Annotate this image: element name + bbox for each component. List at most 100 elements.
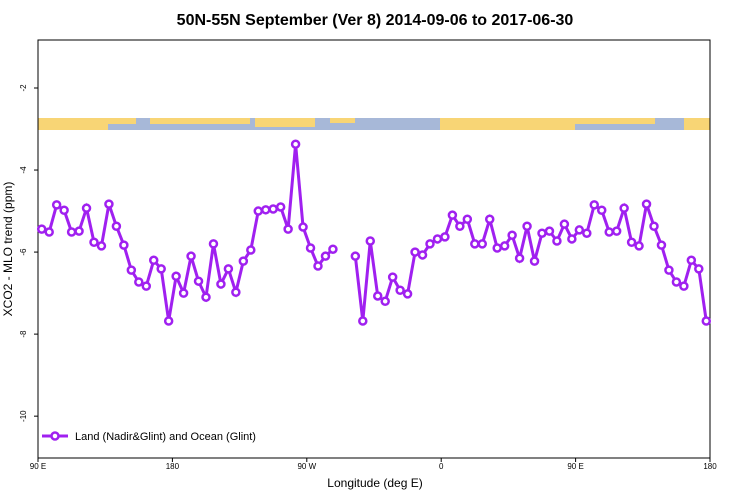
point	[36, 224, 47, 234]
point	[275, 202, 286, 212]
point	[537, 228, 547, 238]
point	[208, 239, 219, 249]
point	[253, 206, 264, 216]
point	[567, 234, 577, 244]
y-tick-label: -2	[19, 84, 28, 92]
point	[290, 139, 301, 149]
point	[529, 256, 540, 266]
point	[395, 285, 405, 295]
point	[507, 230, 517, 241]
point	[410, 247, 420, 257]
point	[163, 316, 174, 326]
point	[499, 241, 510, 251]
point	[417, 250, 428, 260]
point	[611, 226, 622, 236]
point	[582, 228, 592, 238]
x-tick-label: 180	[166, 462, 180, 471]
point	[223, 264, 234, 274]
point	[74, 226, 84, 236]
x-tick-label: 90 W	[297, 462, 316, 471]
point	[246, 245, 256, 255]
legend-marker	[50, 431, 60, 441]
point	[313, 261, 323, 271]
point	[134, 277, 144, 287]
y-tick-label: -6	[19, 248, 28, 256]
land-ocean-strip	[38, 118, 710, 130]
point	[141, 281, 152, 291]
point	[216, 279, 226, 289]
point	[268, 204, 278, 214]
point	[679, 281, 689, 291]
point	[44, 227, 54, 237]
point	[619, 203, 629, 213]
plot-frame	[37, 39, 711, 459]
point	[387, 272, 398, 282]
point	[477, 239, 488, 249]
point	[634, 241, 644, 251]
point	[104, 199, 114, 209]
point	[193, 276, 204, 286]
point	[96, 241, 107, 251]
point	[641, 199, 652, 209]
point	[66, 227, 77, 237]
legend: Land (Nadir&Glint) and Ocean (Glint)	[42, 431, 256, 443]
point	[462, 214, 473, 225]
point	[626, 237, 637, 247]
point	[402, 289, 413, 299]
y-axis-label: XCO2 - MLO trend (ppm)	[1, 182, 15, 317]
point	[171, 271, 181, 282]
x-tick-label: 0	[439, 462, 444, 471]
point	[649, 221, 659, 231]
point	[522, 221, 532, 231]
point	[201, 292, 211, 302]
point	[596, 205, 607, 215]
point	[470, 239, 480, 249]
point	[260, 205, 271, 215]
point	[589, 200, 600, 210]
point	[380, 296, 390, 307]
point	[148, 255, 159, 266]
point	[432, 234, 443, 244]
x-tick-label: 90 E	[567, 462, 583, 471]
point	[559, 219, 570, 229]
point	[119, 240, 129, 250]
point	[111, 221, 122, 231]
point	[305, 243, 316, 253]
point	[320, 251, 331, 261]
point	[350, 251, 361, 261]
point	[671, 277, 682, 287]
y-tick-label: -10	[19, 410, 28, 422]
x-tick-label: 180	[703, 462, 717, 471]
point	[455, 221, 465, 231]
chart-title: 50N-55N September (Ver 8) 2014-09-06 to …	[177, 12, 574, 29]
point	[656, 240, 667, 250]
point	[425, 239, 435, 249]
point	[694, 264, 704, 274]
point	[604, 227, 614, 237]
point	[126, 265, 137, 275]
point	[231, 287, 241, 298]
x-axis-label: Longitude (deg E)	[327, 476, 422, 490]
y-tick-label: -8	[19, 330, 28, 338]
point	[440, 232, 450, 242]
point	[484, 214, 495, 225]
point	[447, 210, 458, 220]
point	[59, 205, 69, 215]
point	[514, 253, 525, 263]
point	[238, 256, 249, 266]
point	[365, 236, 376, 246]
point	[186, 251, 196, 261]
point	[358, 316, 368, 326]
point	[81, 203, 92, 213]
point	[51, 200, 62, 210]
point	[574, 225, 585, 235]
point	[544, 226, 555, 236]
point	[701, 316, 712, 326]
legend-label: Land (Nadir&Glint) and Ocean (Glint)	[75, 431, 256, 443]
point	[328, 244, 338, 254]
point	[298, 222, 308, 232]
point	[686, 255, 697, 266]
y-tick-label: -4	[19, 166, 28, 174]
point	[283, 224, 293, 234]
